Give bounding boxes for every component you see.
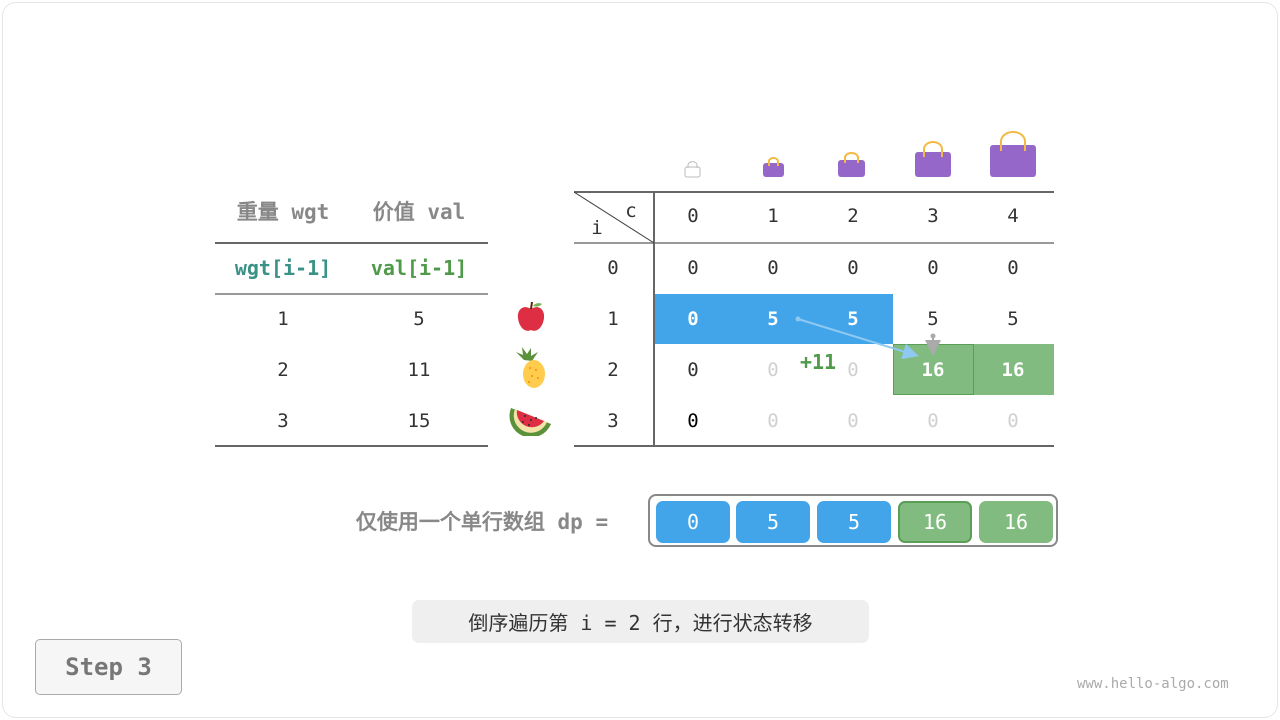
dp-array [648, 494, 1058, 547]
dp-cell-current: 16 [898, 501, 972, 543]
bag-icon [915, 140, 951, 177]
bag-icon [763, 156, 784, 177]
dp-table-cell: 0 [687, 410, 699, 432]
subheader-val: val[i-1] [370, 256, 468, 280]
dp-cell: 5 [736, 501, 810, 543]
dp-table-cell: 0 [767, 257, 779, 279]
divider [215, 293, 488, 295]
watermark: www.hello-algo.com [1077, 676, 1229, 692]
bag-icon [838, 152, 865, 177]
divider [574, 445, 1054, 447]
col-header: 1 [767, 205, 779, 227]
divider [215, 445, 488, 447]
apple-icon [517, 301, 545, 331]
corner-c: c [625, 200, 637, 222]
val-cell: 15 [407, 410, 431, 432]
divider [574, 242, 1054, 244]
col-header: 3 [927, 205, 939, 227]
dp-table-cell: 0 [687, 308, 699, 330]
divider [215, 242, 488, 244]
dp-table-cell: 0 [847, 410, 859, 432]
dp-table-cell: 0 [687, 257, 699, 279]
watermelon-icon [509, 408, 551, 436]
dp-table-cell: 5 [847, 308, 859, 330]
wgt-cell: 1 [277, 308, 289, 330]
step-button[interactable]: Step 3 [35, 639, 182, 695]
dp-table-cell: 0 [767, 359, 779, 381]
dp-table-cell: 0 [687, 359, 699, 381]
row-header: 0 [607, 257, 619, 279]
subheader-wgt: wgt[i-1] [234, 256, 332, 280]
dp-table-cell: 5 [927, 308, 939, 330]
dp-array-label: 仅使用一个单行数组 dp = [355, 510, 609, 534]
plus-annotation: +11 [799, 350, 837, 374]
val-cell: 5 [413, 308, 425, 330]
header-value: 价值 val [372, 200, 466, 224]
val-cell: 11 [407, 359, 431, 381]
dp-table-cell: 5 [767, 308, 779, 330]
divider [574, 191, 1054, 193]
dp-table-cell: 0 [927, 410, 939, 432]
dp-table-cell: 16 [1001, 359, 1025, 381]
bag-icon [990, 130, 1036, 177]
corner-i: i [591, 217, 603, 239]
header-weight: 重量 wgt [236, 200, 330, 224]
row-header: 3 [607, 410, 619, 432]
dp-table-cell: 0 [1007, 410, 1019, 432]
vertical-divider [653, 192, 655, 446]
wgt-cell: 2 [277, 359, 289, 381]
row-header: 2 [607, 359, 619, 381]
col-header: 0 [687, 205, 699, 227]
dp-table-cell: 0 [927, 257, 939, 279]
wgt-cell: 3 [277, 410, 289, 432]
dp-table-cell: 0 [1007, 257, 1019, 279]
dp-table-cell: 5 [1007, 308, 1019, 330]
empty-bag-icon [684, 161, 701, 178]
dp-table-cell: 0 [847, 359, 859, 381]
caption: 倒序遍历第 i = 2 行，进行状态转移 [412, 600, 869, 643]
corner-diagonal [574, 192, 654, 244]
pineapple-icon [516, 347, 545, 388]
col-header: 4 [1007, 205, 1019, 227]
dp-cell: 16 [979, 501, 1053, 543]
dp-table-cell: 0 [847, 257, 859, 279]
col-header: 2 [847, 205, 859, 227]
row-header: 1 [607, 308, 619, 330]
dp-table-cell: 0 [767, 410, 779, 432]
dp-cell: 0 [656, 501, 730, 543]
dp-table-cell: 16 [921, 359, 945, 381]
dp-cell: 5 [817, 501, 891, 543]
